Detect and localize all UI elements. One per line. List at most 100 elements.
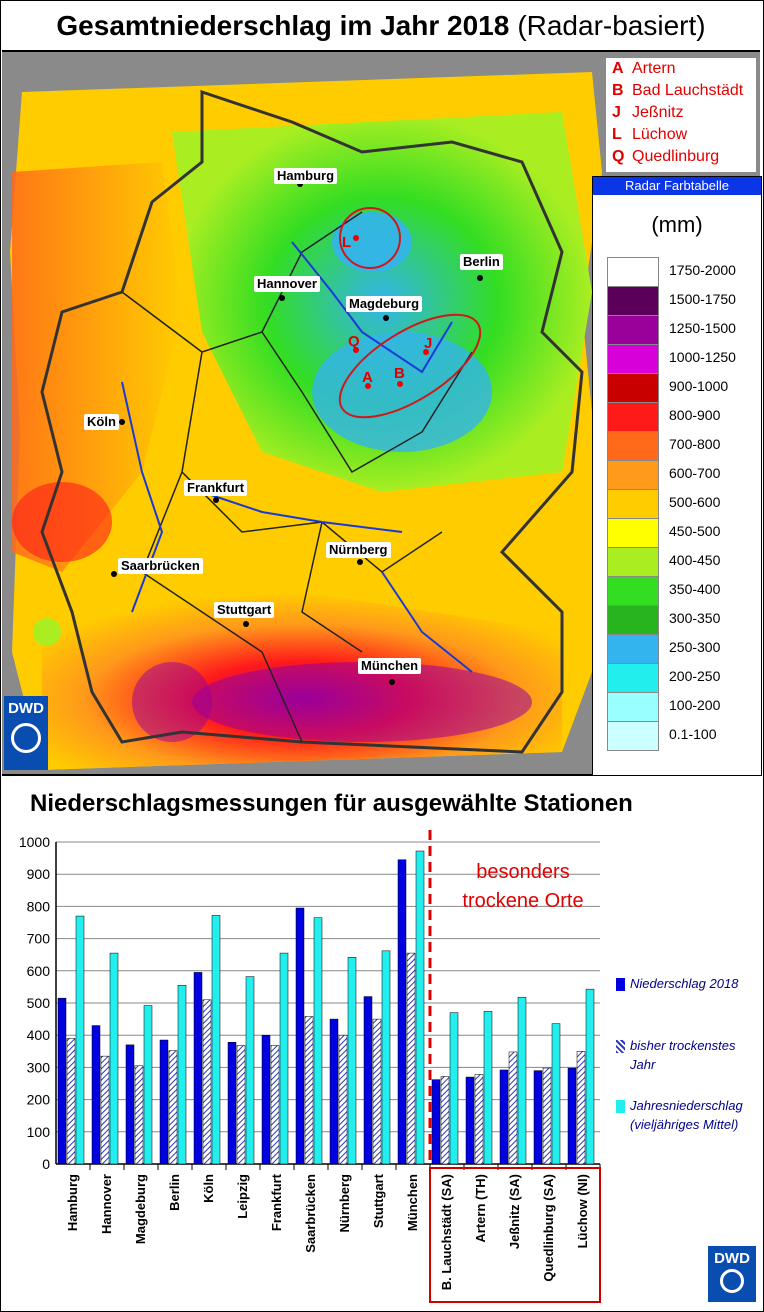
bar-mean — [449, 1012, 459, 1165]
category-label: Lüchow (NI) — [575, 1174, 590, 1248]
category-label: Hannover — [99, 1174, 114, 1234]
dwd-logo-chart-text: DWD — [714, 1250, 750, 1267]
category-label: Magdeburg — [133, 1174, 148, 1244]
city-label-hamburg: Hamburg — [274, 168, 338, 184]
bar-2018 — [159, 1039, 169, 1165]
color-swatch — [607, 576, 659, 606]
y-tick-label: 500 — [27, 995, 51, 1011]
color-table-row: 700-800 — [607, 431, 757, 461]
bar-driest — [372, 1018, 382, 1165]
station-marker-q: Q — [348, 333, 360, 350]
color-swatch — [607, 692, 659, 722]
color-table-row: 100-200 — [607, 692, 757, 722]
bar-driest — [236, 1045, 246, 1165]
bar-chart: 0 100 200 300 400 500 600 700 800 900 1000 Hamburg H… — [19, 830, 601, 1303]
city-label-hannover: Hannover — [254, 276, 320, 292]
color-range-label: 0.1-100 — [669, 726, 717, 742]
color-table-row: 300-350 — [607, 605, 757, 635]
color-range-label: 450-500 — [669, 523, 721, 539]
page-title: Gesamtniederschlag im Jahr 2018 (Radar-b… — [2, 2, 760, 52]
category-label: Frankfurt — [269, 1173, 284, 1231]
y-tick-label: 200 — [27, 1092, 51, 1108]
color-table-row: 600-700 — [607, 460, 757, 490]
dwd-swirl-icon — [11, 723, 41, 753]
color-table-row: 900-1000 — [607, 373, 757, 403]
color-range-label: 100-200 — [669, 697, 721, 713]
legend-swatch-driest — [616, 1040, 625, 1053]
bar-mean — [517, 996, 527, 1165]
color-swatch — [607, 344, 659, 374]
bar-driest — [134, 1065, 144, 1165]
bar-mean — [415, 850, 425, 1165]
color-range-label: 1500-1750 — [669, 291, 736, 307]
city-label-saarbruecken: Saarbrücken — [118, 558, 203, 574]
color-table-row: 400-450 — [607, 547, 757, 577]
color-table-row: 250-300 — [607, 634, 757, 664]
bar-mean — [585, 988, 595, 1165]
bar-2018 — [431, 1079, 441, 1165]
bar-driest — [406, 952, 416, 1165]
bar-2018 — [57, 997, 67, 1165]
color-table-row: 500-600 — [607, 489, 757, 519]
color-range-label: 350-400 — [669, 581, 721, 597]
city-dot-frankfurt — [213, 497, 219, 503]
bar-driest — [100, 1055, 110, 1165]
color-range-label: 1250-1500 — [669, 320, 736, 336]
category-label: Hamburg — [65, 1174, 80, 1231]
color-swatch — [607, 547, 659, 577]
color-table-row: 200-250 — [607, 663, 757, 693]
bar-mean — [483, 1011, 493, 1165]
y-tick-label: 0 — [42, 1156, 50, 1172]
color-swatch — [607, 518, 659, 548]
bar-driest — [270, 1045, 280, 1165]
bar-2018 — [329, 1018, 339, 1165]
city-label-stuttgart: Stuttgart — [214, 602, 275, 618]
color-table-row: 800-900 — [607, 402, 757, 432]
category-label: Jeßnitz (SA) — [507, 1174, 522, 1249]
color-swatch — [607, 605, 659, 635]
color-table-unit: (mm) — [651, 212, 703, 237]
city-dot-nuernberg — [357, 559, 363, 565]
city-label-magdeburg: Magdeburg — [346, 296, 423, 312]
marker-circle-luechow — [339, 207, 401, 269]
bar-2018 — [125, 1044, 135, 1165]
legend-label-mean: Jahresniederschlag (vieljähriges Mittel) — [630, 1098, 743, 1132]
station-marker-a: A — [362, 369, 373, 386]
west-band — [12, 162, 182, 572]
station-legend-item: J Jeßnitz — [612, 104, 684, 121]
color-table-row: 1000-1250 — [607, 344, 757, 374]
station-dot-b — [397, 381, 403, 387]
bar-mean — [109, 952, 119, 1165]
station-dot-a — [365, 383, 371, 389]
station-dot-j — [423, 349, 429, 355]
station-legend-item: Q Quedlinburg — [612, 148, 720, 165]
bar-mean — [381, 950, 391, 1165]
bar-driest — [168, 1050, 178, 1165]
y-tick-label: 800 — [27, 898, 51, 914]
color-range-label: 800-900 — [669, 407, 721, 423]
color-swatch — [607, 489, 659, 519]
color-table-row: 1500-1750 — [607, 286, 757, 316]
rivers — [121, 241, 473, 673]
bar-driest — [542, 1067, 552, 1165]
city-dot-berlin — [477, 275, 483, 281]
color-range-label: 250-300 — [669, 639, 721, 655]
category-label: München — [405, 1174, 420, 1231]
bar-driest — [66, 1038, 76, 1165]
dwd-logo-map-text: DWD — [8, 700, 44, 717]
station-dot-q — [353, 347, 359, 353]
national-border — [40, 89, 584, 754]
bar-mean — [211, 915, 221, 1165]
category-label: Leipzig — [235, 1174, 250, 1219]
color-swatch — [607, 634, 659, 664]
bar-2018 — [533, 1070, 543, 1165]
chart-title: Niederschlagsmessungen für ausgewählte S… — [30, 790, 633, 817]
bar-driest — [338, 1034, 348, 1165]
color-table-row: 450-500 — [607, 518, 757, 548]
color-range-label: 500-600 — [669, 494, 721, 510]
alps-purple — [192, 662, 532, 742]
outlier-circle — [33, 618, 61, 646]
bar-2018 — [499, 1069, 509, 1165]
bar-mean — [143, 1005, 153, 1165]
bar-2018 — [397, 859, 407, 1165]
